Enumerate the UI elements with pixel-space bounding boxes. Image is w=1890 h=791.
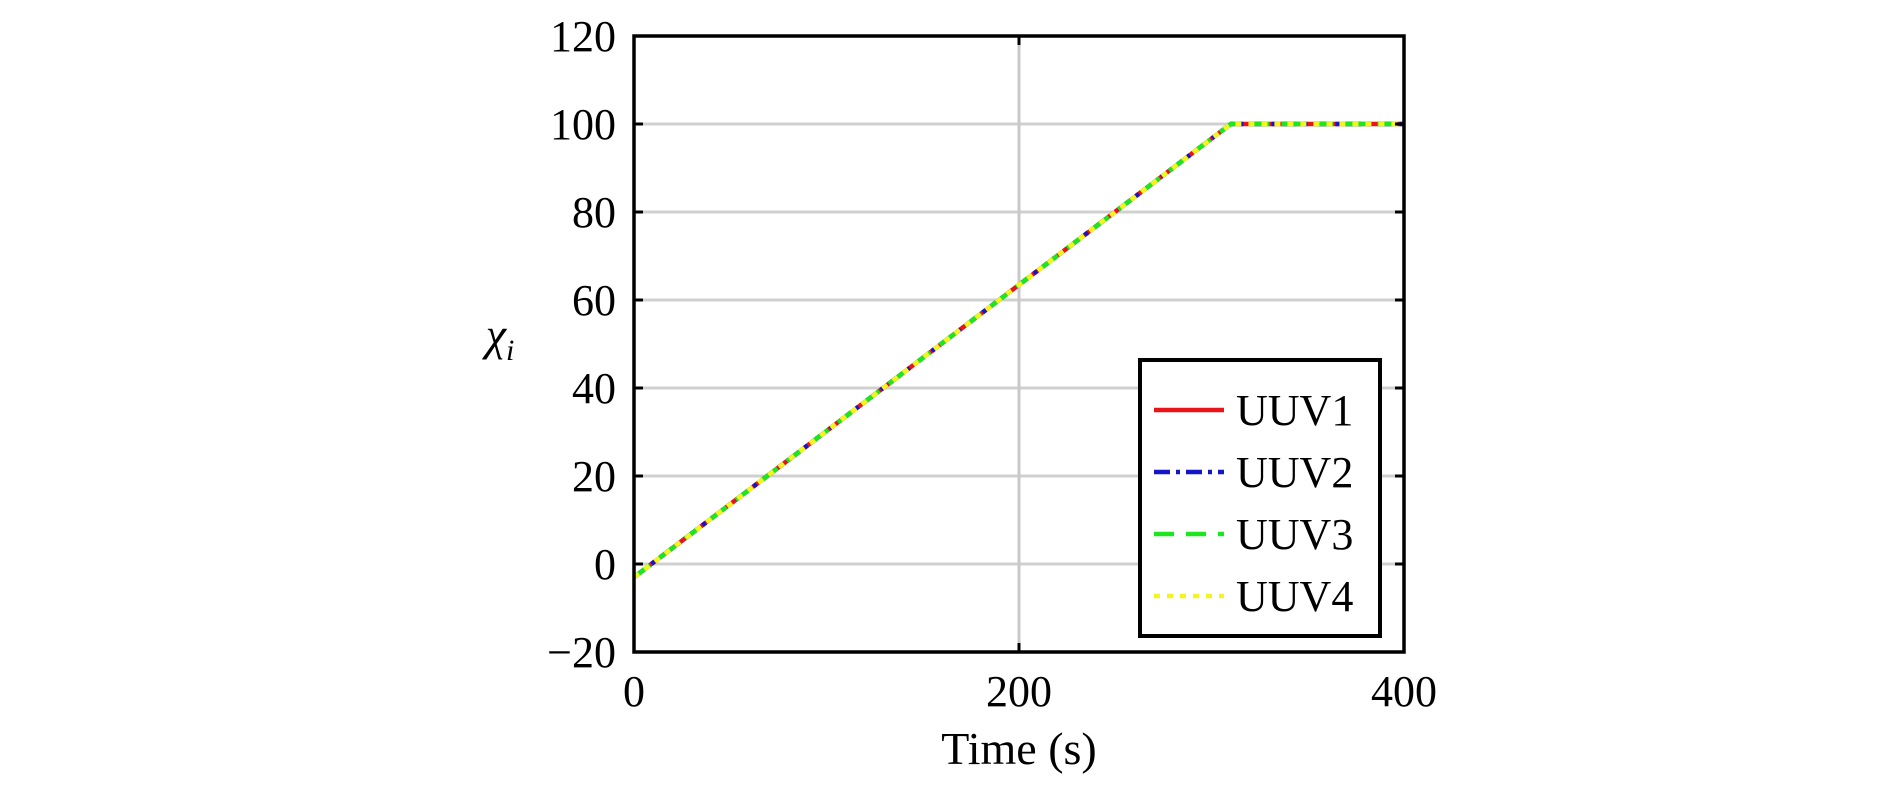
legend-box bbox=[1138, 358, 1382, 638]
grid bbox=[634, 36, 1404, 652]
y-axis-title: χi bbox=[482, 309, 515, 367]
y-axis-subscript: i bbox=[506, 334, 514, 367]
y-tick-label: 20 bbox=[572, 452, 616, 501]
y-tick-label: −20 bbox=[547, 628, 616, 677]
legend-label-uuv3: UUV3 bbox=[1236, 510, 1353, 559]
y-tick-label: 60 bbox=[572, 276, 616, 325]
y-axis-symbol: χ bbox=[482, 309, 508, 360]
y-tick-label: 100 bbox=[550, 100, 616, 149]
legend: UUV1 UUV2 UUV3 UUV4 bbox=[1138, 358, 1382, 638]
x-tick-label: 0 bbox=[623, 667, 645, 716]
y-tick-label: 40 bbox=[572, 364, 616, 413]
series-line-uuv3 bbox=[632, 121, 1404, 579]
y-tick-label: 120 bbox=[550, 12, 616, 61]
legend-label-uuv2: UUV2 bbox=[1236, 448, 1353, 497]
x-tick-label: 400 bbox=[1371, 667, 1437, 716]
x-axis-title: Time (s) bbox=[941, 723, 1097, 774]
series-line-uuv4 bbox=[632, 121, 1404, 579]
y-tick-labels: −20 0 20 40 60 80 100 120 bbox=[547, 12, 616, 677]
y-tick-label: 0 bbox=[594, 540, 616, 589]
x-tick-label: 200 bbox=[986, 667, 1052, 716]
series-lines bbox=[632, 121, 1404, 579]
tick-marks bbox=[632, 34, 1406, 654]
legend-label-uuv4: UUV4 bbox=[1236, 572, 1353, 621]
legend-label-uuv1: UUV1 bbox=[1236, 386, 1353, 435]
x-tick-labels: 0 200 400 bbox=[623, 667, 1437, 716]
y-tick-label: 80 bbox=[572, 188, 616, 237]
